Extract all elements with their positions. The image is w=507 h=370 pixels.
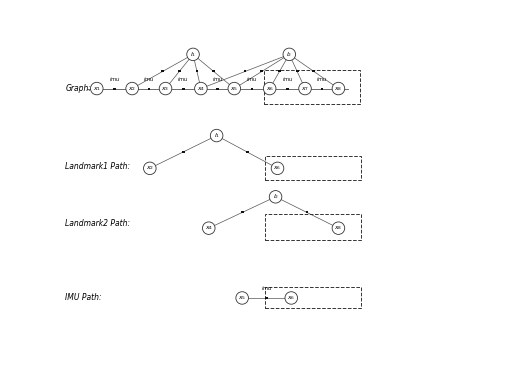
Text: $imu$: $imu$: [177, 75, 189, 83]
Text: $x_{4}$: $x_{4}$: [197, 85, 205, 92]
Ellipse shape: [283, 48, 296, 61]
Bar: [261, 70, 263, 73]
Bar: [265, 297, 268, 299]
Text: $x_{6}$: $x_{6}$: [273, 164, 282, 172]
Text: $imu$: $imu$: [108, 75, 120, 83]
Ellipse shape: [187, 48, 199, 61]
Ellipse shape: [332, 222, 345, 235]
Ellipse shape: [143, 162, 156, 175]
Text: $x_{5}$: $x_{5}$: [230, 85, 238, 92]
Text: $x_{6}$: $x_{6}$: [266, 85, 274, 92]
Bar: [113, 88, 116, 90]
Text: $x_{8}$: $x_{8}$: [334, 85, 343, 92]
Text: Landmark2 Path:: Landmark2 Path:: [65, 219, 130, 228]
Text: $x_{4}$: $x_{4}$: [205, 224, 213, 232]
Text: $l_{1}$: $l_{1}$: [190, 50, 196, 59]
Bar: [178, 70, 180, 73]
Ellipse shape: [285, 292, 298, 304]
Ellipse shape: [299, 82, 311, 95]
Text: Landmark1 Path:: Landmark1 Path:: [65, 162, 130, 171]
Text: $imu$: $imu$: [261, 284, 272, 292]
Ellipse shape: [228, 82, 241, 95]
Bar: [241, 212, 243, 213]
Ellipse shape: [332, 82, 345, 95]
Text: $x_{3}$: $x_{3}$: [161, 85, 170, 92]
Text: $x_{5}$: $x_{5}$: [238, 294, 246, 302]
Bar: [182, 88, 185, 90]
Text: Graph:: Graph:: [65, 84, 91, 93]
Ellipse shape: [126, 82, 138, 95]
Bar: [216, 88, 219, 90]
Text: $l_{2}$: $l_{2}$: [286, 50, 293, 59]
Text: $x_{2}$: $x_{2}$: [146, 164, 154, 172]
Bar: [250, 88, 254, 90]
Bar: [196, 70, 198, 73]
Bar: [148, 88, 151, 90]
Bar: [306, 212, 308, 213]
Ellipse shape: [202, 222, 215, 235]
Text: $imu$: $imu$: [281, 75, 293, 83]
Ellipse shape: [90, 82, 103, 95]
Bar: [286, 88, 288, 90]
Ellipse shape: [236, 292, 248, 304]
Bar: [312, 70, 315, 73]
Ellipse shape: [195, 82, 207, 95]
Text: $x_{2}$: $x_{2}$: [128, 85, 136, 92]
Bar: [182, 151, 185, 153]
Bar: [244, 70, 246, 73]
Bar: [161, 70, 164, 73]
Text: $x_{1}$: $x_{1}$: [93, 85, 101, 92]
Ellipse shape: [159, 82, 172, 95]
Text: $imu$: $imu$: [143, 75, 155, 83]
Text: $imu$: $imu$: [246, 75, 258, 83]
Bar: [246, 151, 248, 153]
Bar: [320, 88, 323, 90]
Bar: [296, 70, 299, 73]
Text: $imu$: $imu$: [211, 75, 223, 83]
Ellipse shape: [269, 191, 282, 203]
Ellipse shape: [210, 130, 223, 142]
Text: IMU Path:: IMU Path:: [65, 293, 102, 302]
Text: $l_{2}$: $l_{2}$: [273, 192, 278, 201]
Bar: [212, 70, 215, 73]
Text: $x_{7}$: $x_{7}$: [301, 85, 309, 92]
Text: $x_{6}$: $x_{6}$: [287, 294, 296, 302]
Text: $x_{8}$: $x_{8}$: [334, 224, 343, 232]
Text: $l_{1}$: $l_{1}$: [213, 131, 220, 140]
Bar: [278, 70, 281, 73]
Ellipse shape: [263, 82, 276, 95]
Text: $imu$: $imu$: [316, 75, 328, 83]
Ellipse shape: [271, 162, 284, 175]
